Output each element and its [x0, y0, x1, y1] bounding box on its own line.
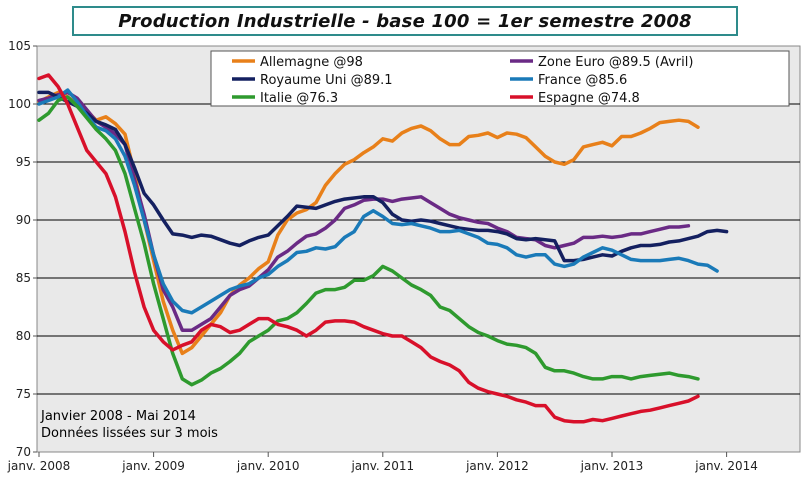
- legend-label: Allemagne @98: [260, 55, 363, 70]
- y-tick-label: 70: [16, 445, 31, 459]
- y-tick-label: 85: [16, 271, 31, 285]
- legend-label: France @85.6: [538, 73, 627, 88]
- x-tick-label: janv. 2012: [465, 459, 529, 473]
- series-line-italie: [37, 95, 700, 387]
- y-tick-label: 80: [16, 329, 31, 343]
- chart-title: Production Industrielle - base 100 = 1er…: [118, 10, 692, 32]
- legend-label: Italie @76.3: [260, 91, 338, 106]
- series-line-royaume: [37, 90, 729, 263]
- x-tick-label: janv. 2008: [7, 459, 71, 473]
- legend: Allemagne @98 Zone Euro @89.5 (Avril) Roya…: [210, 50, 790, 107]
- y-tick-label: 100: [8, 97, 31, 111]
- annotation-text: Janvier 2008 - Mai 2014: [40, 409, 196, 424]
- y-tick-label: 90: [16, 213, 31, 227]
- x-tick-label: janv. 2009: [121, 459, 185, 473]
- y-tick-label: 95: [16, 155, 31, 169]
- y-tick-label: 75: [16, 387, 31, 401]
- x-tick-label: janv. 2014: [694, 459, 758, 473]
- plot-area: [36, 45, 801, 453]
- annotation-text: Données lissées sur 3 mois: [41, 426, 218, 441]
- series-line-espagne: [37, 73, 700, 424]
- legend-box: [210, 50, 790, 107]
- legend-label: Espagne @74.8: [538, 91, 640, 106]
- x-axis: janv. 2008 janv. 2009 janv. 2010 janv. 2011…: [7, 452, 758, 473]
- x-tick-label: janv. 2010: [236, 459, 300, 473]
- chart-title-box: Production Industrielle - base 100 = 1er…: [72, 6, 738, 36]
- series-lines: [37, 73, 729, 424]
- series-line-france: [37, 88, 719, 315]
- y-axis: 70 75 80 85 90 95 100 105: [8, 39, 37, 459]
- x-tick-label: janv. 2013: [580, 459, 644, 473]
- legend-label: Royaume Uni @89.1: [260, 73, 393, 88]
- x-tick-label: janv. 2011: [350, 459, 414, 473]
- annotations: Janvier 2008 - Mai 2014 Données lissées s…: [40, 409, 218, 441]
- y-tick-label: 105: [8, 39, 31, 53]
- legend-label: Zone Euro @89.5 (Avril): [538, 55, 693, 70]
